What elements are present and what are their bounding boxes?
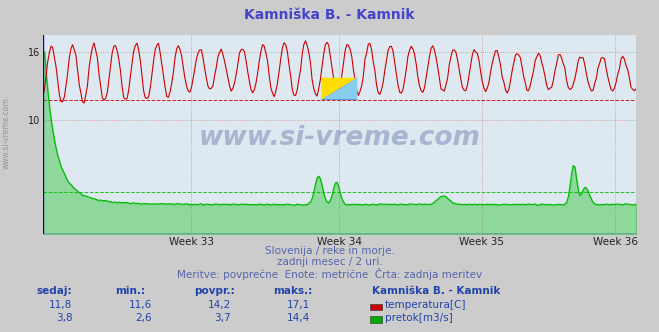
Text: povpr.:: povpr.: [194,286,235,296]
Text: www.si-vreme.com: www.si-vreme.com [2,97,11,169]
Text: 17,1: 17,1 [287,300,310,310]
Polygon shape [322,78,357,100]
Text: temperatura[C]: temperatura[C] [385,300,467,310]
Text: Slovenija / reke in morje.: Slovenija / reke in morje. [264,246,395,256]
Text: Kamniška B. - Kamnik: Kamniška B. - Kamnik [372,286,501,296]
Text: 3,7: 3,7 [214,313,231,323]
Text: zadnji mesec / 2 uri.: zadnji mesec / 2 uri. [277,257,382,267]
Text: maks.:: maks.: [273,286,313,296]
Text: 2,6: 2,6 [135,313,152,323]
Text: www.si-vreme.com: www.si-vreme.com [198,125,480,151]
Text: Kamniška B. - Kamnik: Kamniška B. - Kamnik [244,8,415,22]
Text: 3,8: 3,8 [56,313,72,323]
Text: min.:: min.: [115,286,146,296]
Text: sedaj:: sedaj: [36,286,72,296]
Text: 11,6: 11,6 [129,300,152,310]
Text: 14,2: 14,2 [208,300,231,310]
Polygon shape [322,78,357,100]
Text: 11,8: 11,8 [49,300,72,310]
Text: pretok[m3/s]: pretok[m3/s] [385,313,453,323]
Polygon shape [322,78,357,100]
Text: 14,4: 14,4 [287,313,310,323]
Text: Meritve: povprečne  Enote: metrične  Črta: zadnja meritev: Meritve: povprečne Enote: metrične Črta:… [177,268,482,280]
